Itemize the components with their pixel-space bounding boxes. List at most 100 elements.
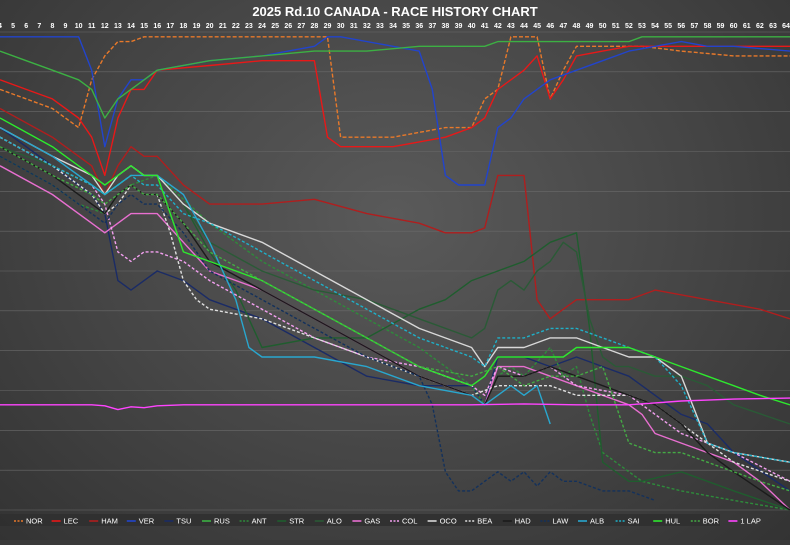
- x-tick-label: 59: [717, 23, 725, 30]
- legend-label: HAM: [101, 517, 118, 526]
- x-tick-label: 63: [769, 23, 777, 30]
- x-tick-label: 15: [140, 23, 148, 30]
- x-tick-label: 7: [37, 23, 41, 30]
- x-tick-label: 40: [468, 23, 476, 30]
- legend-label: VER: [139, 517, 155, 526]
- x-tick-label: 49: [586, 23, 594, 30]
- legend-label: LAW: [552, 517, 569, 526]
- legend-label: NOR: [26, 517, 43, 526]
- x-tick-label: 8: [50, 23, 54, 30]
- x-tick-label: 9: [64, 23, 68, 30]
- x-tick-label: 57: [690, 23, 698, 30]
- x-tick-label: 55: [664, 23, 672, 30]
- legend-label: BOR: [703, 517, 720, 526]
- x-tick-label: 60: [730, 23, 738, 30]
- x-tick-label: 14: [127, 23, 135, 30]
- x-tick-label: 43: [507, 23, 515, 30]
- legend-label: SAI: [628, 517, 640, 526]
- x-tick-label: 13: [114, 23, 122, 30]
- chart-title: 2025 Rd.10 CANADA - RACE HISTORY CHART: [252, 4, 537, 19]
- x-tick-label: 35: [402, 23, 410, 30]
- x-tick-label: 41: [481, 23, 489, 30]
- x-tick-label: 50: [599, 23, 607, 30]
- x-tick-label: 33: [376, 23, 384, 30]
- x-tick-label: 29: [324, 23, 332, 30]
- legend-label: BEA: [477, 517, 492, 526]
- x-tick-label: 11: [88, 23, 96, 30]
- x-tick-label: 23: [245, 23, 253, 30]
- series-line-alo: [0, 146, 790, 425]
- legend-label: STR: [289, 517, 305, 526]
- legend-label: ALB: [590, 517, 604, 526]
- x-tick-label: 28: [311, 23, 319, 30]
- legend-label: ANT: [252, 517, 267, 526]
- x-tick-label: 22: [232, 23, 240, 30]
- x-tick-label: 24: [258, 23, 266, 30]
- x-tick-label: 36: [415, 23, 423, 30]
- legend-label: GAS: [364, 517, 380, 526]
- x-tick-label: 44: [520, 23, 528, 30]
- series-line-str: [0, 117, 790, 511]
- series-line-nor: [0, 36, 790, 138]
- series-line-oco: [0, 126, 790, 463]
- series-line-ver: [0, 36, 790, 186]
- series-line-gas: [0, 165, 790, 511]
- legend-label: 1 LAP: [740, 517, 760, 526]
- series-lines: [0, 36, 790, 511]
- x-tick-label: 21: [219, 23, 227, 30]
- x-tick-label: 64: [782, 23, 790, 30]
- x-tick-label: 32: [363, 23, 371, 30]
- x-tick-label: 45: [533, 23, 541, 30]
- x-tick-label: 39: [455, 23, 463, 30]
- x-tick-label: 38: [442, 23, 450, 30]
- x-tick-label: 62: [756, 23, 764, 30]
- x-tick-label: 52: [625, 23, 633, 30]
- x-tick-label: 48: [573, 23, 581, 30]
- x-tick-label: 25: [271, 23, 279, 30]
- x-tick-label: 61: [743, 23, 751, 30]
- x-tick-label: 20: [206, 23, 214, 30]
- series-line-hul: [0, 117, 790, 406]
- series-line-1-lap: [0, 397, 790, 411]
- x-axis-ticks: 4567891011121314151617181920212223242526…: [0, 23, 790, 30]
- series-line-sai: [0, 136, 790, 463]
- legend-label: LEC: [64, 517, 79, 526]
- legend-label: ALO: [327, 517, 342, 526]
- x-tick-label: 46: [546, 23, 554, 30]
- x-tick-label: 10: [75, 23, 83, 30]
- series-line-rus: [0, 36, 790, 119]
- x-tick-label: 51: [612, 23, 620, 30]
- series-line-ham: [0, 107, 790, 320]
- x-tick-label: 47: [559, 23, 567, 30]
- legend-label: HUL: [665, 517, 680, 526]
- series-line-had: [0, 146, 790, 511]
- x-tick-label: 6: [24, 23, 28, 30]
- series-line-ant: [0, 155, 790, 511]
- x-tick-label: 17: [166, 23, 174, 30]
- x-tick-label: 12: [101, 23, 109, 30]
- x-tick-label: 18: [180, 23, 188, 30]
- legend-label: HAD: [515, 517, 531, 526]
- series-line-tsu: [0, 127, 790, 492]
- legend-label: OCO: [440, 517, 457, 526]
- x-tick-label: 54: [651, 23, 659, 30]
- legend: NOR LEC HAM VER TSU RUS ANT STR ALO GAS COL OCO BEA H…: [14, 517, 761, 526]
- x-tick-label: 30: [337, 23, 345, 30]
- legend-background: [0, 514, 720, 526]
- legend-label: RUS: [214, 517, 230, 526]
- x-tick-label: 19: [193, 23, 201, 30]
- x-tick-label: 26: [284, 23, 292, 30]
- series-line-bor: [0, 146, 790, 492]
- x-tick-label: 34: [389, 23, 397, 30]
- x-tick-label: 31: [350, 23, 358, 30]
- x-tick-label: 4: [0, 23, 2, 30]
- legend-label: COL: [402, 517, 417, 526]
- x-tick-label: 5: [11, 23, 15, 30]
- x-tick-label: 56: [677, 23, 685, 30]
- series-line-lec: [0, 45, 790, 177]
- x-tick-label: 58: [704, 23, 712, 30]
- x-tick-label: 42: [494, 23, 502, 30]
- x-tick-label: 53: [638, 23, 646, 30]
